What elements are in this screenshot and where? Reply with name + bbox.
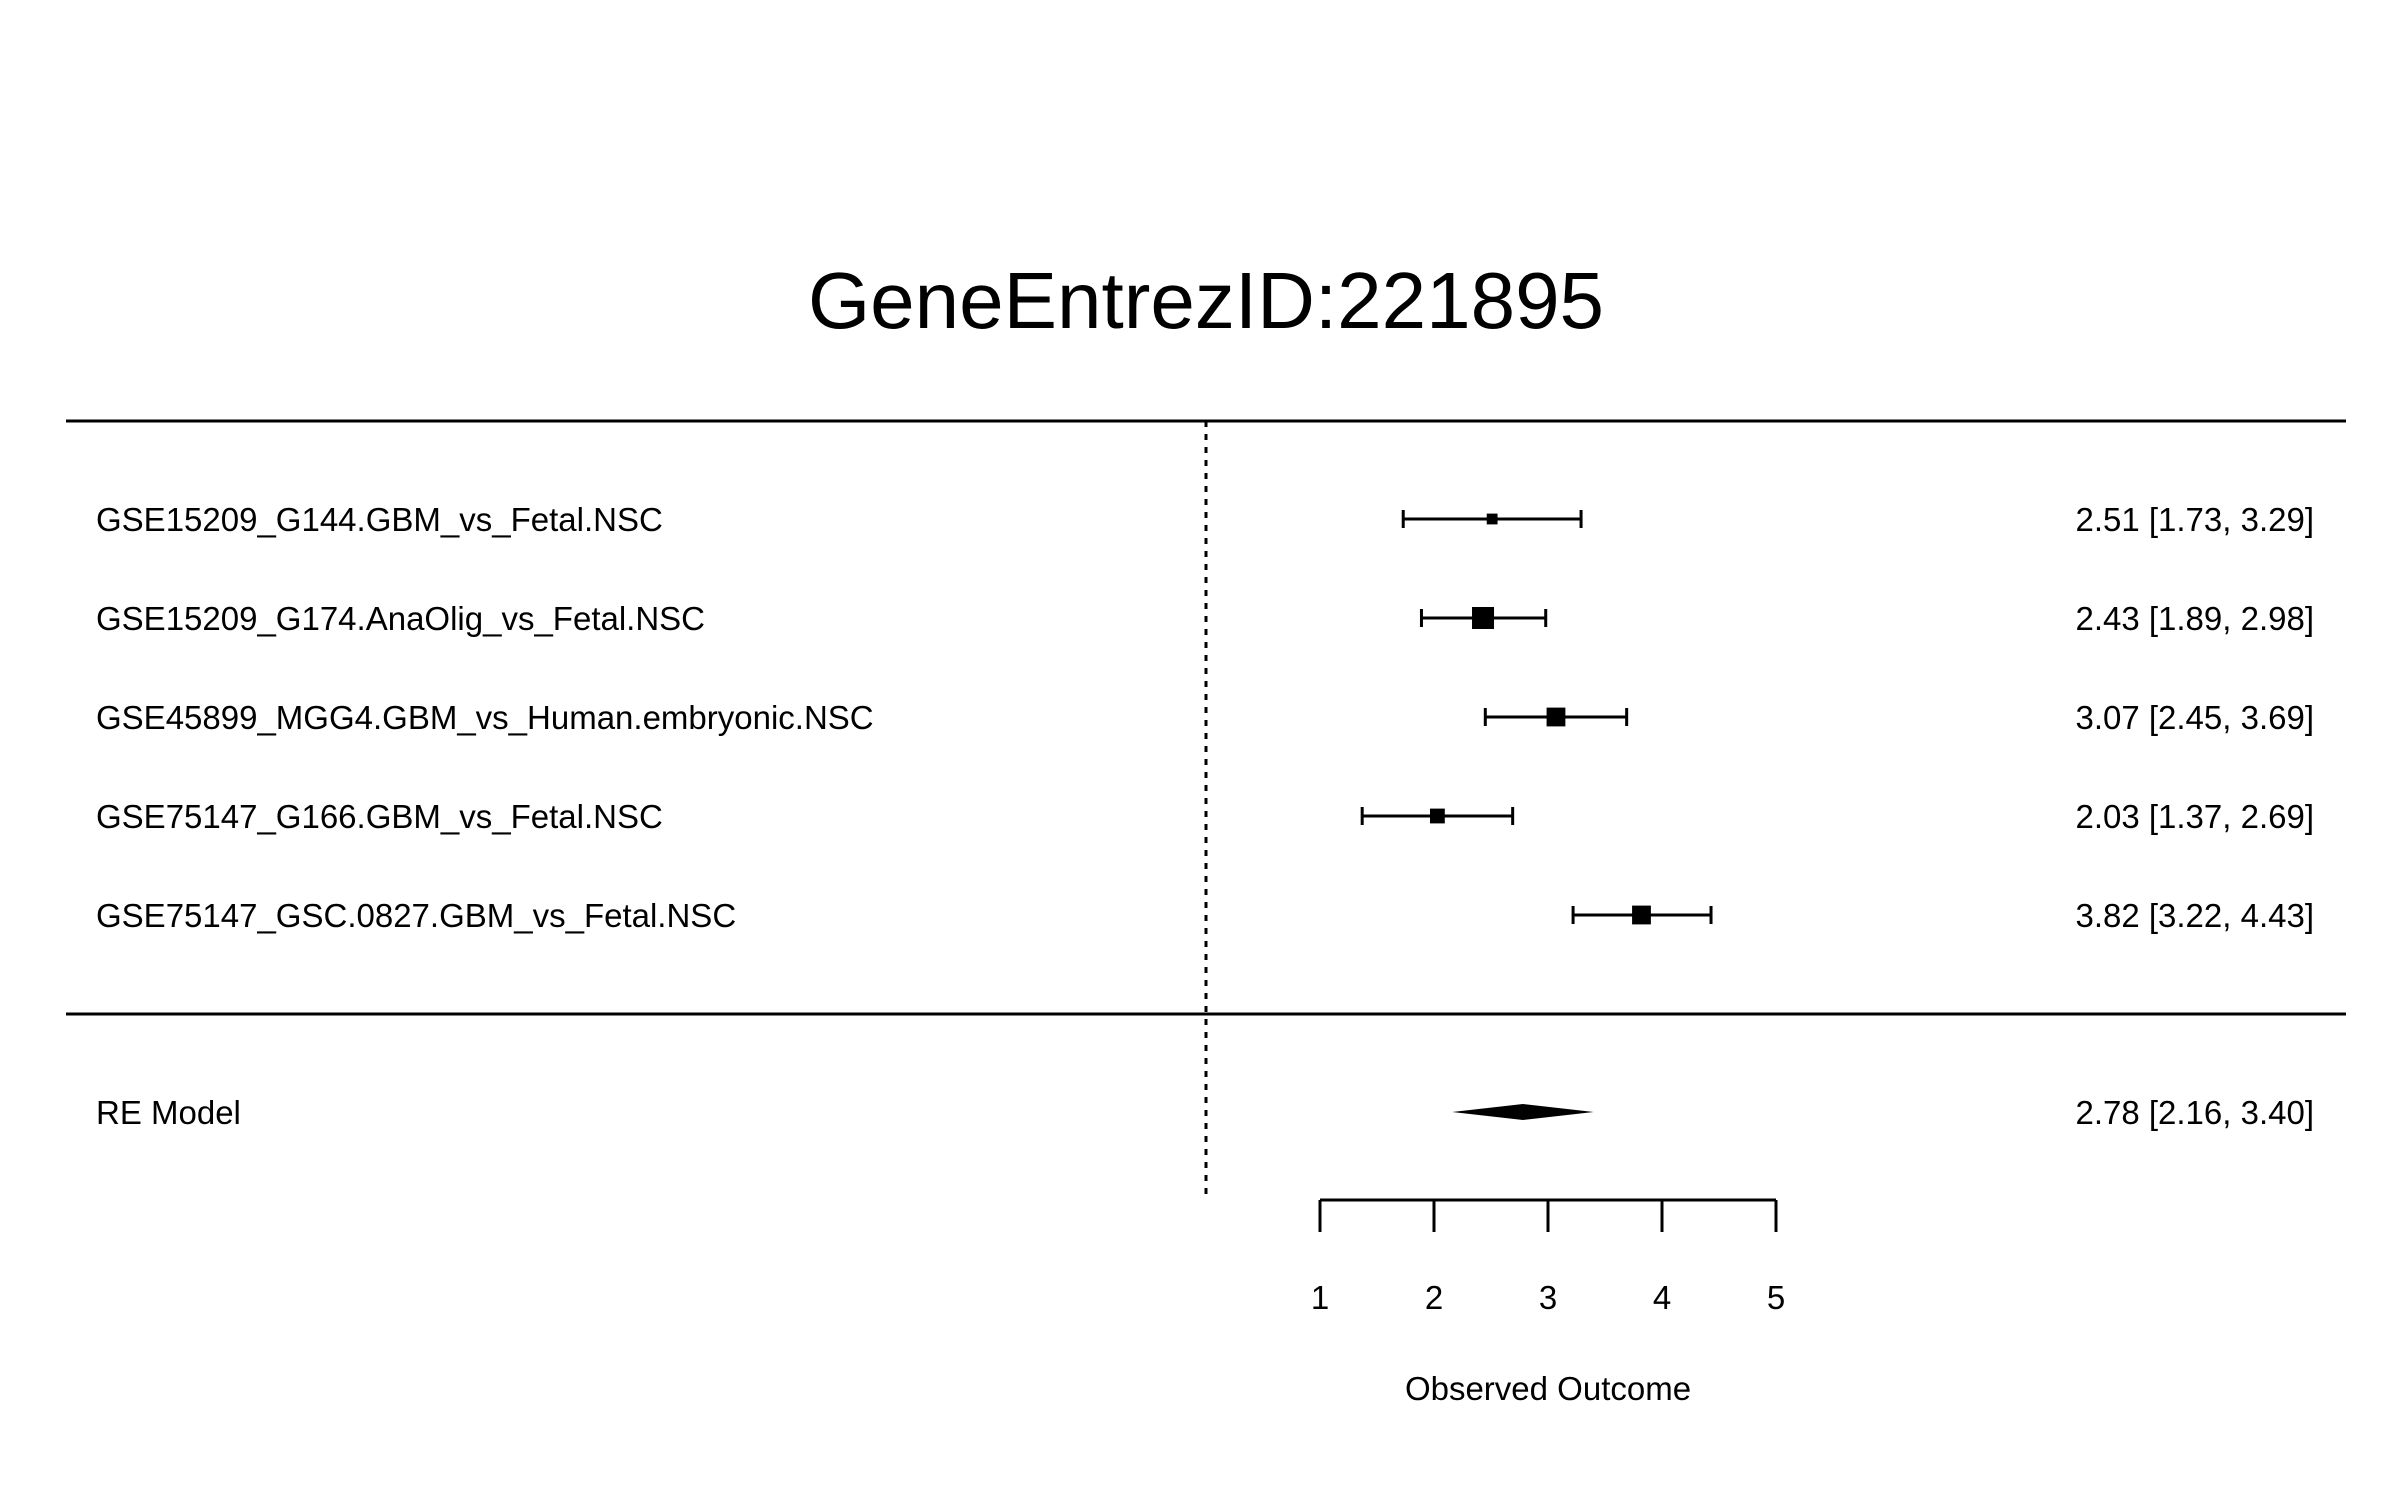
estimate-text: 2.03 [1.37, 2.69] — [2075, 798, 2314, 835]
study-label: GSE45899_MGG4.GBM_vs_Human.embryonic.NSC — [96, 699, 874, 736]
x-axis: 1 2 3 4 5 — [1311, 1198, 1785, 1316]
point-estimate — [1486, 513, 1498, 525]
estimate-text: 3.07 [2.45, 3.69] — [2075, 699, 2314, 736]
x-tick-label: 5 — [1767, 1279, 1785, 1316]
x-tick-label: 1 — [1311, 1279, 1329, 1316]
study-label: GSE15209_G174.AnaOlig_vs_Fetal.NSC — [96, 600, 705, 637]
study-row: GSE45899_MGG4.GBM_vs_Human.embryonic.NSC… — [96, 699, 2314, 736]
summary-row: RE Model 2.78 [2.16, 3.40] — [96, 1094, 2314, 1131]
study-row: GSE15209_G174.AnaOlig_vs_Fetal.NSC 2.43 [… — [96, 600, 2314, 637]
study-label: GSE15209_G144.GBM_vs_Fetal.NSC — [96, 501, 663, 538]
point-estimate — [1546, 707, 1566, 727]
point-estimate — [1472, 607, 1495, 629]
study-row: GSE15209_G144.GBM_vs_Fetal.NSC 2.51 [1.73… — [96, 501, 2314, 538]
x-axis-title: Observed Outcome — [1405, 1370, 1691, 1407]
study-row: GSE75147_GSC.0827.GBM_vs_Fetal.NSC 3.82 [… — [96, 897, 2314, 934]
point-estimate — [1632, 905, 1651, 925]
study-label: GSE75147_G166.GBM_vs_Fetal.NSC — [96, 798, 663, 835]
estimate-text: 2.43 [1.89, 2.98] — [2075, 600, 2314, 637]
point-estimate — [1430, 808, 1445, 824]
summary-text: 2.78 [2.16, 3.40] — [2075, 1094, 2314, 1131]
estimate-text: 2.51 [1.73, 3.29] — [2075, 501, 2314, 538]
x-tick-label: 2 — [1425, 1279, 1443, 1316]
summary-label: RE Model — [96, 1094, 241, 1131]
estimate-text: 3.82 [3.22, 4.43] — [2075, 897, 2314, 934]
study-label: GSE75147_GSC.0827.GBM_vs_Fetal.NSC — [96, 897, 736, 934]
x-tick-label: 3 — [1539, 1279, 1557, 1316]
study-row: GSE75147_G166.GBM_vs_Fetal.NSC 2.03 [1.37… — [96, 798, 2314, 835]
chart-title: GeneEntrezID:221895 — [808, 256, 1604, 345]
summary-diamond — [1452, 1104, 1594, 1120]
study-rows: GSE15209_G144.GBM_vs_Fetal.NSC 2.51 [1.73… — [96, 501, 2314, 934]
x-tick-label: 4 — [1653, 1279, 1671, 1316]
